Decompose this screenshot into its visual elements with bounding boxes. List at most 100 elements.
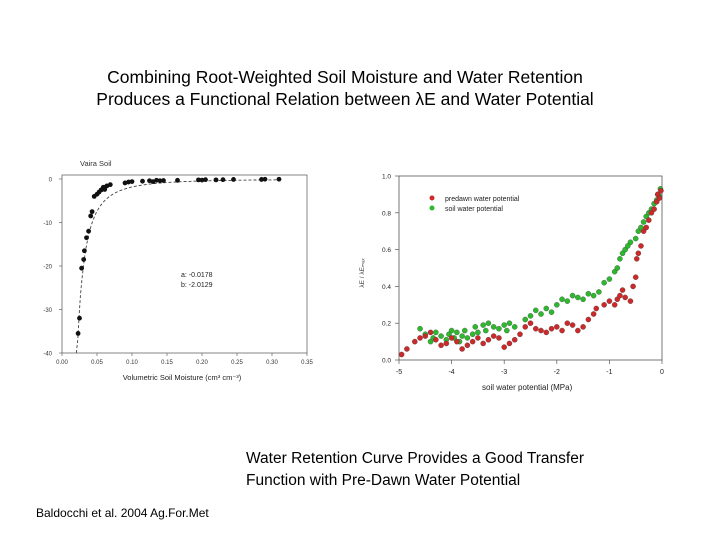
predawn-data-point [638, 243, 644, 249]
le-y-tick-label: 0.2 [382, 321, 391, 328]
soil-data-point [469, 331, 476, 337]
predawn-data-point [454, 338, 460, 345]
retention-data-point [82, 248, 87, 254]
soil-data-point [504, 327, 510, 334]
le-x-tick-label: -3 [501, 369, 507, 376]
predawn-data-point [404, 346, 410, 352]
le-y-tick-label: 0.6 [382, 247, 391, 254]
retention-x-label: Volumetric Soil Moisture (cm³ cm⁻³) [123, 373, 242, 382]
retention-data-point [161, 178, 166, 183]
predawn-data-point [496, 335, 502, 341]
retention-fit-curve [75, 179, 278, 354]
soil-data-point [569, 292, 576, 299]
retention-data-point [81, 257, 87, 262]
slide-title-line-1: Combining Root-Weighted Soil Moisture an… [107, 67, 583, 87]
le-x-tick-label: 0 [660, 369, 664, 376]
soil-data-point [475, 329, 481, 336]
soil-data-point [433, 329, 439, 336]
retention-data-point [84, 235, 89, 241]
le-potential-chart: -5 -4 -3 -2 -1 0 0.0 0.2 0.4 0.6 0.8 1.0 predawn wa… [359, 174, 664, 393]
le-points [398, 186, 664, 358]
predawn-data-point [412, 338, 418, 345]
le-y-tick-label: 0.4 [382, 284, 391, 291]
soil-data-point [464, 335, 471, 341]
retention-data-point [262, 176, 268, 182]
soil-data-point [632, 235, 639, 242]
retention-data-point [276, 176, 282, 182]
retention-data-point [196, 177, 201, 183]
legend-label-predawn: predawn water potential [445, 196, 520, 203]
le-x-tick-label: -1 [606, 369, 612, 376]
retention-chart: Vaira Soil 0.00 0.05 0.10 0.15 0.20 0.25 0.30 0… [43, 159, 313, 382]
predawn-data-point [511, 337, 518, 343]
predawn-data-point [533, 325, 539, 332]
soil-data-point [522, 316, 528, 323]
retention-data-point [154, 177, 159, 183]
le-y-tick-label: 1.0 [382, 174, 391, 181]
soil-data-point [490, 324, 497, 330]
le-legend: predawn water potential soil water poten… [429, 195, 520, 213]
predawn-data-point [443, 340, 450, 347]
retention-x-tick-label: 0.00 [56, 360, 68, 366]
soil-data-point [564, 298, 571, 304]
soil-data-point [559, 296, 565, 303]
predawn-data-point [433, 337, 439, 343]
retention-y-tick-label: 0 [49, 178, 53, 184]
soil-data-point [454, 329, 460, 336]
retention-points [75, 176, 282, 336]
legend-label-soil: soil water potential [445, 206, 503, 213]
retention-data-point [107, 182, 113, 188]
predawn-data-point [658, 187, 664, 194]
retention-data-point [220, 177, 226, 183]
slide-title: Combining Root-Weighted Soil Moisture an… [0, 66, 690, 110]
soil-data-point [480, 322, 486, 328]
predawn-data-point [398, 351, 405, 358]
soil-data-point [627, 239, 634, 245]
predawn-data-point [569, 322, 576, 328]
slide-title-line-2: Produces a Functional Relation between λ… [96, 89, 594, 109]
soil-data-point [614, 265, 621, 271]
le-axes: -5 -4 -3 -2 -1 0 0.0 0.2 0.4 0.6 0.8 1.0 [382, 174, 664, 377]
soil-data-point [575, 294, 581, 301]
figure-caption: Water Retention Curve Provides a Good Tr… [246, 448, 584, 492]
le-x-tick-label: -2 [554, 369, 560, 376]
retention-y-tick-label: -30 [43, 308, 52, 314]
predawn-data-point [635, 250, 642, 257]
predawn-data-point [585, 316, 592, 323]
le-plot-frame [398, 175, 663, 361]
soil-data-point [533, 307, 539, 314]
retention-data-point [86, 228, 91, 234]
retention-data-point [213, 177, 219, 183]
retention-data-point [126, 179, 131, 185]
retention-data-point [102, 187, 108, 192]
retention-data-point [175, 177, 180, 183]
retention-x-tick-label: 0.15 [161, 360, 173, 366]
soil-data-point [448, 327, 455, 334]
predawn-data-point [506, 340, 513, 347]
retention-x-tick-label: 0.30 [266, 360, 278, 366]
soil-data-point [501, 322, 507, 328]
predawn-data-point [438, 342, 444, 349]
predawn-data-point [464, 342, 471, 349]
caption-line-2: Function with Pre-Dawn Water Potential [246, 472, 521, 489]
soil-data-point [590, 292, 597, 299]
predawn-data-point [480, 340, 486, 347]
soil-data-point [543, 305, 550, 312]
predawn-data-point [490, 333, 497, 339]
retention-x-tick-label: 0.05 [91, 360, 103, 366]
retention-y-tick-label: -10 [43, 221, 52, 227]
predawn-data-point [459, 346, 465, 352]
predawn-data-point [564, 320, 571, 326]
predawn-data-point [554, 324, 560, 330]
retention-data-point [89, 209, 95, 215]
predawn-data-point [538, 327, 544, 334]
predawn-data-point [448, 335, 455, 341]
retention-data-point [88, 213, 94, 219]
soil-data-point [506, 320, 513, 326]
soil-data-point [640, 219, 647, 225]
le-x-label: soil water potential (MPa) [482, 383, 573, 392]
soil-data-point [601, 279, 607, 286]
retention-data-point [157, 178, 163, 184]
soil-data-point [554, 302, 560, 308]
predawn-data-point [593, 305, 600, 312]
